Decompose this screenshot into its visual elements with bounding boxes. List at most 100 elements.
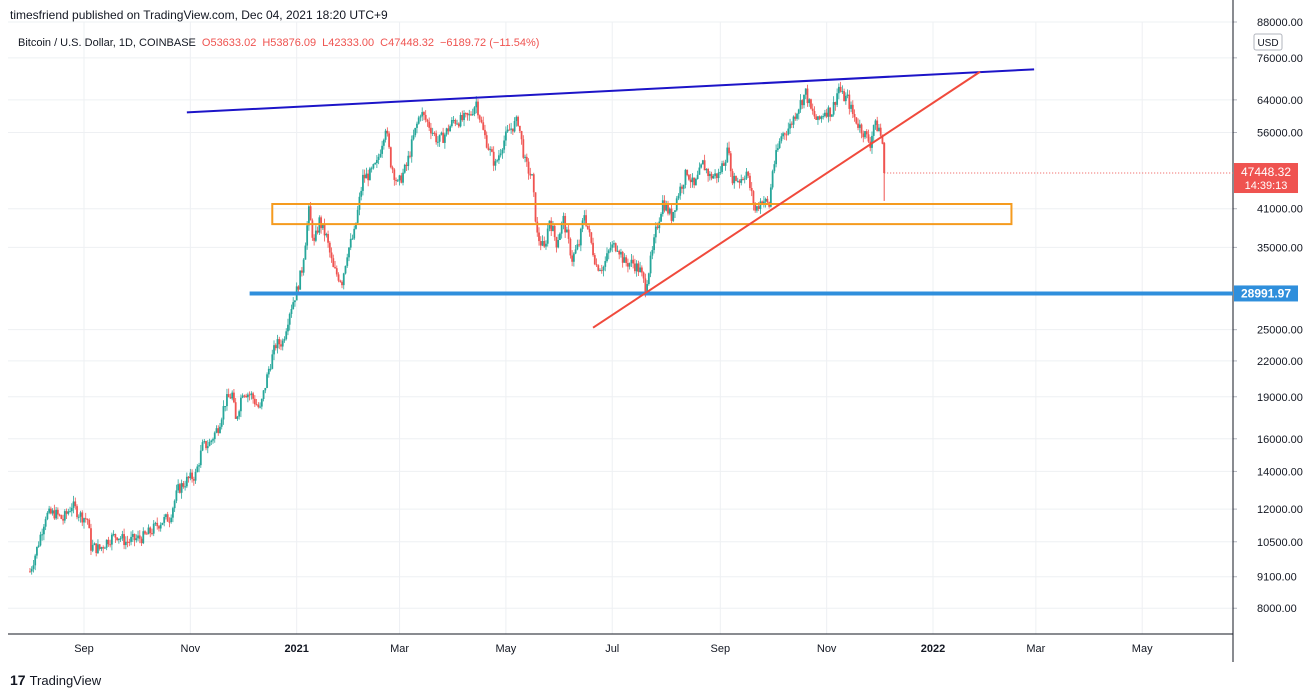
candle-body <box>477 101 479 116</box>
support-price-tag[interactable] <box>1234 285 1298 302</box>
resistance-trendline[interactable] <box>186 68 1035 114</box>
candle-body <box>775 150 778 165</box>
candle-body <box>128 541 131 543</box>
candle-body <box>438 134 441 142</box>
legend-high: H53876.09 <box>262 37 316 49</box>
y-tick-label: 88000.00 <box>1257 17 1303 29</box>
candle-body <box>738 180 741 183</box>
candle-body <box>219 426 221 434</box>
candle-body <box>60 515 63 519</box>
candle-body <box>79 512 82 517</box>
candle-body <box>525 156 528 162</box>
candle-body <box>832 102 835 115</box>
rising-trendline[interactable] <box>592 70 981 329</box>
candle-body <box>90 528 92 551</box>
y-tick-label: 9100.00 <box>1257 572 1297 584</box>
candle-body <box>178 484 181 493</box>
plot-area[interactable] <box>8 22 1233 634</box>
candle-body <box>688 175 690 180</box>
candle-body <box>700 164 703 168</box>
candle-body <box>241 395 244 398</box>
candle-body <box>552 225 554 231</box>
candle-body <box>138 535 141 539</box>
candle-body <box>623 257 626 263</box>
candle-body <box>656 226 659 229</box>
candle-body <box>278 339 281 345</box>
candle-body <box>170 517 173 523</box>
candle-body <box>695 178 697 186</box>
candle-body <box>484 129 486 136</box>
candle-body <box>86 518 89 520</box>
candle-body <box>456 123 458 125</box>
currency-badge[interactable] <box>1253 33 1283 51</box>
candle-body <box>208 442 211 447</box>
candle-body <box>494 161 497 166</box>
candle-body <box>769 187 772 207</box>
candle-body <box>864 131 866 138</box>
candle-body <box>212 439 214 441</box>
candle-body <box>571 255 574 262</box>
candle-body <box>701 160 704 165</box>
candle-body <box>65 511 68 514</box>
candle-body <box>428 121 431 128</box>
candle-body <box>499 153 502 156</box>
candle-body <box>107 539 110 545</box>
candle-body <box>91 544 94 551</box>
legend-symbol: Bitcoin / U.S. Dollar, 1D, COINBASE <box>18 37 196 49</box>
candle-body <box>595 264 598 266</box>
candle-body <box>517 116 519 126</box>
candle-body <box>327 233 329 243</box>
candle-body <box>98 544 101 549</box>
y-tick-label: 41000.00 <box>1257 204 1303 216</box>
candle-body <box>452 120 455 122</box>
last-price-tag[interactable] <box>1234 163 1298 194</box>
candle-body <box>412 135 415 140</box>
candle-body <box>874 120 877 126</box>
candle-body <box>506 129 509 132</box>
candle-body <box>199 450 202 466</box>
candle-body <box>419 116 422 118</box>
y-tick-label: 12000.00 <box>1257 504 1303 516</box>
x-tick-label: Sep <box>74 643 94 655</box>
candle-body <box>637 263 640 273</box>
candle-body <box>668 208 671 214</box>
candle-body <box>145 533 148 535</box>
candle-body <box>803 94 805 106</box>
candle-body <box>386 130 389 134</box>
candle-body <box>686 169 689 176</box>
candle-body <box>681 186 683 189</box>
x-tick-label: Sep <box>711 643 731 655</box>
candle-body <box>632 259 635 264</box>
candle-body <box>299 270 302 290</box>
candle-body <box>721 163 723 172</box>
candle-body <box>72 501 75 508</box>
candle-body <box>433 132 436 134</box>
candle-body <box>234 402 237 419</box>
candle-body <box>586 225 589 229</box>
candle-body <box>224 406 227 408</box>
candle-body <box>585 215 587 226</box>
candle-body <box>703 160 706 171</box>
candle-body <box>876 120 879 132</box>
candle-body <box>698 167 701 175</box>
candle-body <box>126 541 129 543</box>
published-on-text: published on TradingView.com, <box>72 8 238 22</box>
candle-body <box>824 112 826 117</box>
support-zone-box[interactable] <box>271 203 1013 226</box>
candle-body <box>229 397 232 399</box>
candle-body <box>123 534 125 546</box>
candle-body <box>773 164 776 172</box>
y-tick-label: 8000.00 <box>1257 603 1297 615</box>
candle-body <box>395 179 397 182</box>
candle-body <box>665 204 668 211</box>
candle-body <box>63 511 66 521</box>
candle-body <box>498 155 500 161</box>
candle-body <box>515 116 518 122</box>
y-tick-label: 25000.00 <box>1257 325 1303 337</box>
candle-body <box>337 274 340 281</box>
candle-body <box>677 195 680 199</box>
candle-body <box>58 514 61 516</box>
candle-body <box>210 440 213 443</box>
y-tick-label: 56000.00 <box>1257 128 1303 140</box>
